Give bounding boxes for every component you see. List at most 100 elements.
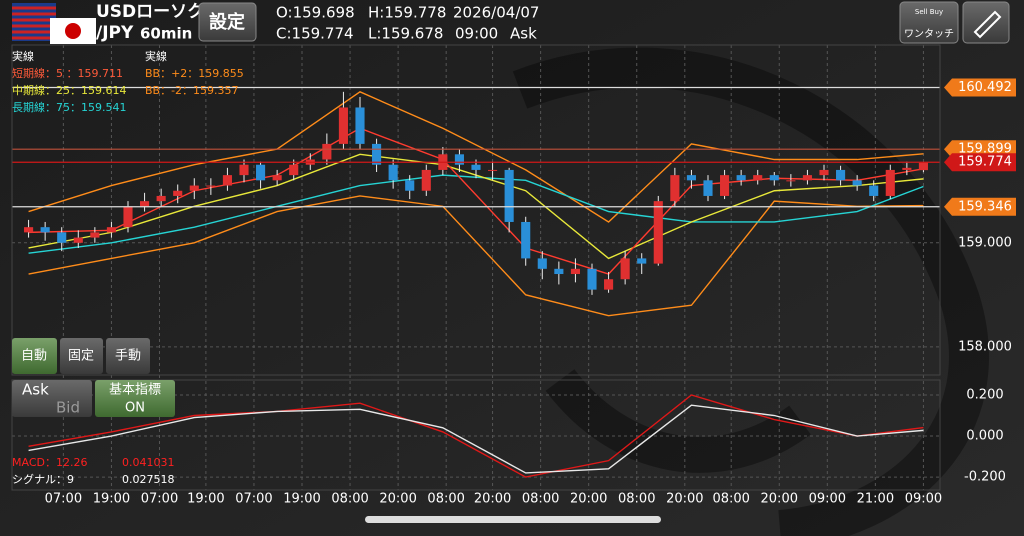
pair-top: USDローソク [96, 2, 204, 22]
solid-right: 実線 [145, 49, 167, 63]
candle-body [40, 227, 50, 233]
sell-buy[interactable]: Sell Buy [915, 8, 943, 16]
x-tick-label: 19:00 [187, 492, 224, 507]
candle-body [753, 175, 763, 181]
candle-body [885, 169, 895, 196]
candle-body [852, 180, 862, 186]
candle-body [421, 169, 431, 191]
candle-body [123, 206, 133, 228]
x-tick-label: 20:00 [379, 492, 416, 507]
x-tick-label: 08:00 [522, 492, 559, 507]
short-ma-label: 短期線：5 ：159.711 [12, 66, 123, 80]
manual-label[interactable]: 手動 [115, 349, 141, 364]
solid-left: 実線 [12, 49, 34, 63]
candle-body [405, 180, 415, 191]
ask-bid-button[interactable] [12, 380, 92, 417]
candle-body [604, 279, 614, 290]
x-tick-label: 09:00 [809, 492, 846, 507]
ask-label[interactable]: Ask [22, 381, 49, 399]
flag-stripes [12, 6, 56, 40]
candle-body [653, 201, 663, 264]
mid-ma-label: 中期線：25：159.614 [12, 83, 127, 97]
candle-body [338, 107, 348, 144]
candle-body [206, 185, 216, 187]
level-box [944, 78, 1016, 97]
one-touch-label[interactable]: ワンタッチ [904, 28, 954, 40]
basic-label[interactable]: 基本指標 [109, 383, 161, 398]
candle-body [289, 164, 299, 176]
candle-body [272, 175, 282, 181]
candle-body [239, 164, 249, 176]
candle-body [471, 164, 481, 170]
candle-body [620, 258, 630, 280]
x-tick-label: 20:00 [761, 492, 798, 507]
candle-body [156, 195, 166, 202]
fixed-label[interactable]: 固定 [68, 349, 94, 364]
basic-indicator-button[interactable] [95, 380, 175, 417]
low: L:159.678 [368, 25, 443, 43]
long-ma-label: 長期線：75：159.541 [12, 100, 127, 114]
macd-line [28, 404, 924, 474]
price-frame [11, 44, 941, 376]
on-label[interactable]: ON [125, 401, 145, 416]
candle-body [256, 164, 266, 181]
level-box [944, 197, 1016, 216]
candle-body [24, 227, 34, 233]
side: Ask [510, 25, 537, 43]
candle-body [322, 143, 332, 160]
candle-body [90, 232, 100, 238]
candle-body [372, 143, 382, 165]
candle-body [786, 180, 796, 182]
candle-body [355, 107, 365, 144]
draw-button[interactable] [962, 1, 1010, 44]
close: C:159.774 [276, 25, 354, 43]
settings-button[interactable] [198, 2, 257, 42]
x-tick-label: 20:00 [666, 492, 703, 507]
candle-body [918, 162, 928, 171]
timeframe: 60min [140, 25, 192, 43]
x-tick-label: 08:00 [712, 492, 749, 507]
y-tick-label: 0.200 [966, 387, 1003, 402]
manual-button[interactable] [106, 338, 150, 374]
candle-body [57, 232, 67, 243]
y-tick-label: 0.000 [966, 429, 1003, 444]
candle-body [521, 221, 531, 259]
fixed-button[interactable] [60, 338, 103, 374]
bid-label[interactable]: Bid [56, 399, 80, 417]
settings-label[interactable]: 設定 [209, 11, 245, 33]
x-tick-label: 07:00 [141, 492, 178, 507]
pen-icon[interactable] [973, 10, 1002, 39]
candle-body [222, 175, 232, 186]
x-tick-label: 20:00 [570, 492, 607, 507]
pair-bottom: /JPY [96, 23, 134, 43]
y-tick-label: -0.200 [964, 470, 1006, 485]
candle-body [504, 169, 514, 222]
x-tick-label: 21:00 [857, 492, 894, 507]
candle-body [189, 185, 199, 191]
candle-body [670, 175, 680, 202]
indicator-line [28, 153, 924, 260]
indicator-line [28, 127, 924, 275]
candle-body [106, 227, 116, 233]
y-tick-label: 159.000 [958, 235, 1012, 250]
x-tick-label: 07:00 [45, 492, 82, 507]
candle-body [554, 268, 564, 275]
open: O:159.698 [276, 4, 355, 22]
x-tick-label: 07:00 [235, 492, 272, 507]
macd-value: 0.041031 [122, 456, 175, 469]
home-indicator [365, 516, 661, 523]
candle-body [802, 175, 812, 181]
level-label: 160.492 [958, 80, 1012, 95]
candle-body [703, 180, 713, 196]
x-tick-label: 08:00 [331, 492, 368, 507]
level-box [944, 153, 1016, 172]
auto-button[interactable] [12, 338, 57, 374]
auto-label[interactable]: 自動 [21, 349, 47, 364]
time: 09:00 [455, 25, 498, 43]
one-touch-button[interactable] [899, 1, 959, 44]
plot-layer [12, 45, 940, 490]
candle-body [388, 164, 398, 181]
candle-body [637, 258, 647, 264]
